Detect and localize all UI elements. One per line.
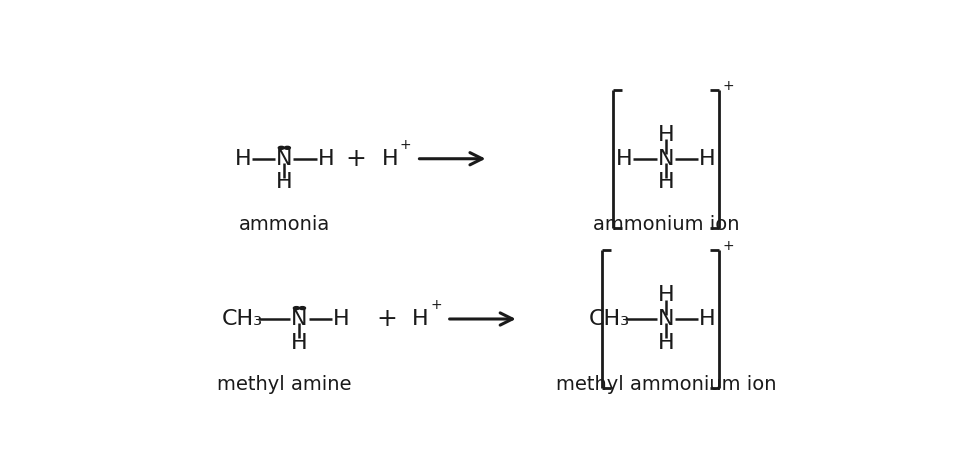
Text: H: H [657,173,675,193]
Text: CH₃: CH₃ [222,309,263,329]
Text: N: N [276,149,292,169]
Text: H: H [234,149,252,169]
Text: CH₃: CH₃ [589,309,630,329]
Text: ammonium ion: ammonium ion [593,215,739,234]
Circle shape [293,307,299,309]
Text: H: H [318,149,334,169]
Text: N: N [658,309,674,329]
Text: N: N [658,149,674,169]
Text: +: + [430,298,442,313]
Text: H: H [276,173,292,193]
Text: H: H [292,333,308,353]
Text: H: H [657,285,675,305]
Text: +: + [376,307,397,331]
Text: H: H [412,309,429,329]
Text: H: H [657,333,675,353]
Text: +: + [400,138,411,152]
Text: H: H [699,309,716,329]
Circle shape [278,146,285,149]
Text: H: H [616,149,633,169]
Circle shape [299,307,305,309]
Text: methyl ammonium ion: methyl ammonium ion [556,375,776,394]
Text: H: H [382,149,399,169]
Text: +: + [722,239,734,254]
Circle shape [285,146,291,149]
Text: ammonia: ammonia [239,215,330,234]
Text: H: H [699,149,716,169]
Text: H: H [332,309,349,329]
Text: +: + [346,147,367,171]
Text: +: + [722,79,734,93]
Text: methyl amine: methyl amine [217,375,352,394]
Text: N: N [292,309,308,329]
Text: H: H [657,125,675,145]
